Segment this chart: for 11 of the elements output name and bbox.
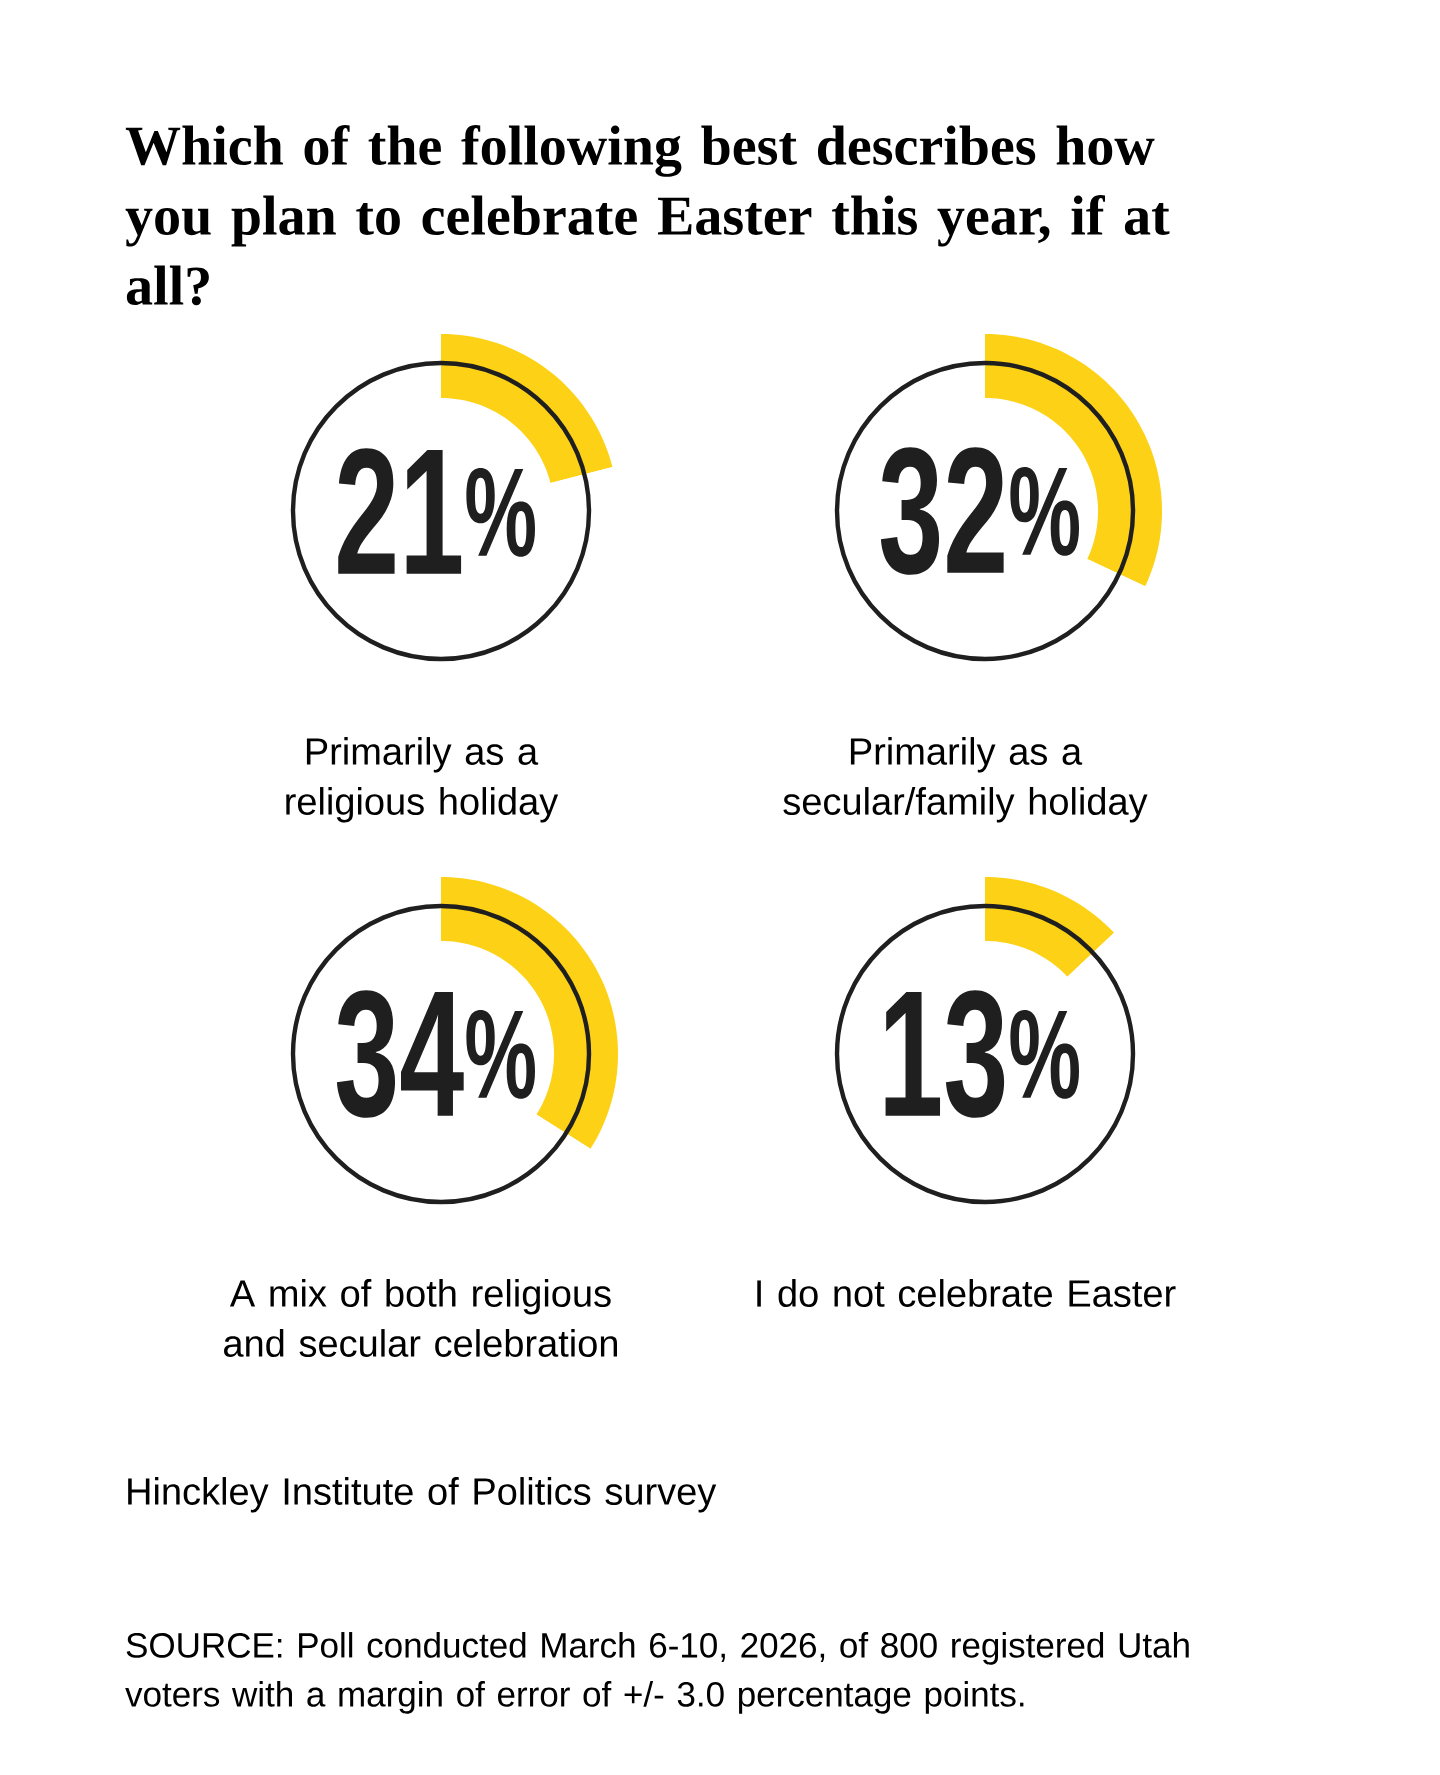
- text: 13$^{%}$: [885, 990, 1080, 1118]
- text: 34$^{%}$: [336, 990, 536, 1118]
- text: Hinckley Institute of Politics survey: [128, 1477, 717, 1513]
- text: 21$^{%}$: [338, 448, 536, 574]
- text: I do not celebrate Easter: [757, 1279, 1176, 1307]
- chart-title: Which of the following best describes how you plan to celebrate Easter this year, if at all?: [125, 125, 1170, 306]
- text: Primarily as a secular/family holiday: [783, 737, 1148, 823]
- text: Primarily as a religious holiday: [286, 737, 559, 823]
- text: A mix of both religious and secular celebration: [224, 1279, 617, 1357]
- source-note: SOURCE: Poll conducted March 6-10, 2026, of 800 registered Utah voters with a margin of error of +/- 3.0 percentage points.: [125, 1632, 1189, 1714]
- text: 32$^{%}$: [880, 447, 1080, 575]
